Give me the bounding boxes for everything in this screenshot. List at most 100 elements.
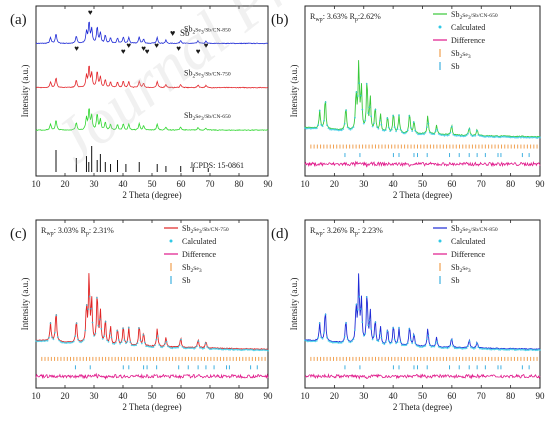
panel-b-calculated-point	[427, 122, 430, 125]
panel-b-calculated-point	[343, 122, 346, 125]
panel-b-xtick-label: 50	[418, 179, 428, 189]
panel-d-calculated-point	[355, 303, 358, 306]
panel-d-calculated-point	[486, 348, 488, 351]
panel-d-calculated-point	[373, 335, 375, 337]
panel-b-rfactor-text: Rwp: 3.63% Rp:2.62%	[310, 12, 381, 23]
panel-c-calculated-point	[119, 342, 121, 345]
panel-d-calculated-point	[327, 340, 330, 342]
panel-d-legend-label: Sb2Se3/Sb/CN-850	[451, 224, 498, 235]
panel-d-calculated-point	[496, 348, 499, 350]
panel-b-calculated-point	[304, 127, 306, 129]
panel-c-calculated-point	[223, 348, 226, 351]
panel-d-calculated-point	[518, 348, 521, 351]
panel-d-calculated-point	[428, 344, 431, 347]
panel-b-xtick-label: 20	[330, 179, 340, 189]
panel-c-calculated-point	[230, 348, 233, 350]
panel-c-calculated-point	[69, 342, 72, 344]
panel-d-calculated-point	[437, 345, 440, 348]
panel-d-xtick-label: 50	[418, 391, 428, 401]
panel-c-calculated-point	[217, 348, 220, 351]
panel-b-calculated-point	[503, 135, 506, 138]
panel-b-calculated-point	[349, 128, 352, 131]
panel-b-calculated-point	[412, 121, 415, 124]
panel-d-calculated-point	[539, 349, 541, 351]
panel-b-calculated-point	[478, 134, 481, 137]
panel-b-calculated-point	[527, 136, 530, 139]
panel-c-calculated-point	[216, 347, 219, 350]
panel-d-calculated-point	[321, 337, 324, 340]
panel-d-calculated-point	[508, 349, 511, 351]
panel-b-calculated-point	[357, 95, 359, 97]
panel-b-calculated-point	[367, 112, 370, 114]
panel-b-calculated-point	[358, 82, 361, 85]
panel-b-calculated-point	[332, 128, 334, 131]
panel-d-calculated-point	[431, 345, 434, 348]
panel-c-calculated-point	[229, 348, 232, 351]
panel-c-calculated-point	[267, 349, 269, 352]
panel-a-frame	[35, 5, 269, 177]
panel-b-calculated-point	[396, 128, 399, 131]
panel-d-calculated-point	[323, 331, 325, 334]
panel-b-calculated-point	[515, 136, 518, 139]
panel-d-calculated-point	[459, 347, 462, 350]
panel-d-calculated-point	[498, 348, 500, 351]
series-label-3: Sb2Se3/Sb/CN-650	[184, 111, 231, 122]
panel-b-calculated-point	[404, 132, 406, 135]
panel-c-calculated-point	[249, 348, 252, 351]
panel-c-calculated-point	[84, 329, 87, 332]
panel-d-calculated-point	[525, 349, 528, 351]
panel-b-calculated-point	[393, 126, 396, 129]
panel-c-calculated-point	[56, 336, 59, 339]
panel-c-calculated-point	[213, 347, 216, 350]
panel-d-calculated-point	[405, 344, 408, 346]
panel-b-calculated-point	[489, 135, 491, 138]
panel-c-calculated-point	[259, 349, 262, 351]
panel-d-calculated-point	[505, 349, 508, 351]
panel-c-xtick-label: 30	[90, 391, 100, 401]
panel-b-calculated-point	[534, 136, 537, 139]
panel-b-calculated-point	[351, 127, 353, 130]
panel-b-calculated-point	[318, 109, 321, 112]
panel-c-calculated-point	[209, 348, 211, 351]
panel-d-calculated-point	[451, 339, 453, 341]
panel-c-calculated-point	[201, 347, 204, 350]
panel-d-calculated-point	[304, 339, 306, 342]
panel-c-xtick-label: 90	[264, 391, 274, 401]
panel-c-calculated-point	[130, 344, 133, 347]
panel-c-calculated-point	[101, 338, 104, 340]
panel-b-calculated-point	[415, 132, 418, 134]
panel-a-xtick-label: 60	[177, 179, 187, 189]
panel-c-calculated-point	[55, 314, 58, 317]
panel-b-calculated-point	[505, 136, 508, 138]
panel-d-calculated-point	[440, 347, 443, 349]
panel-b-calculated-point	[462, 135, 465, 138]
panel-a-letter: (a)	[10, 12, 27, 28]
panel-b-calculated-point	[411, 130, 414, 133]
panel-b-legend-label: Sb2Se3/Sb/CN-650	[451, 10, 498, 21]
panel-b-xtick-label: 40	[389, 179, 399, 189]
panel-d-calculated-point	[395, 342, 397, 345]
panel-c-legend-label: Sb2Se3	[182, 263, 202, 274]
panel-d-calculated-point	[354, 329, 356, 331]
panel-d-calculated-point	[379, 332, 381, 335]
panel-c-calculated-point	[133, 344, 136, 347]
panel-b-calculated-point	[365, 83, 368, 85]
panel-d-calculated-point	[320, 336, 323, 339]
panel-c-calculated-point	[207, 347, 210, 350]
panel-d-calculated-point	[381, 342, 384, 344]
panel-d-calculated-point	[468, 340, 471, 343]
panel-b-calculated-point	[517, 136, 519, 139]
panel-b-ylabel: Intensity (a.u.)	[289, 65, 299, 118]
panel-c-difference-line	[35, 372, 269, 380]
panel-c-calculated-point	[181, 346, 184, 348]
panel-d-calculated-point	[495, 348, 497, 350]
panel-d-calculated-point	[464, 347, 466, 350]
panel-c-calculated-point	[80, 341, 82, 344]
panel-b-legend-label: Sb2Se3	[451, 49, 471, 60]
panel-c-calculated-point	[254, 349, 256, 352]
panel-d-calculated-point	[471, 347, 474, 349]
panel-c-calculated-point	[252, 349, 255, 352]
panel-d-calculated-point	[367, 324, 370, 327]
panel-c-calculated-point	[82, 339, 85, 341]
panel-c-calculated-point	[87, 308, 90, 311]
